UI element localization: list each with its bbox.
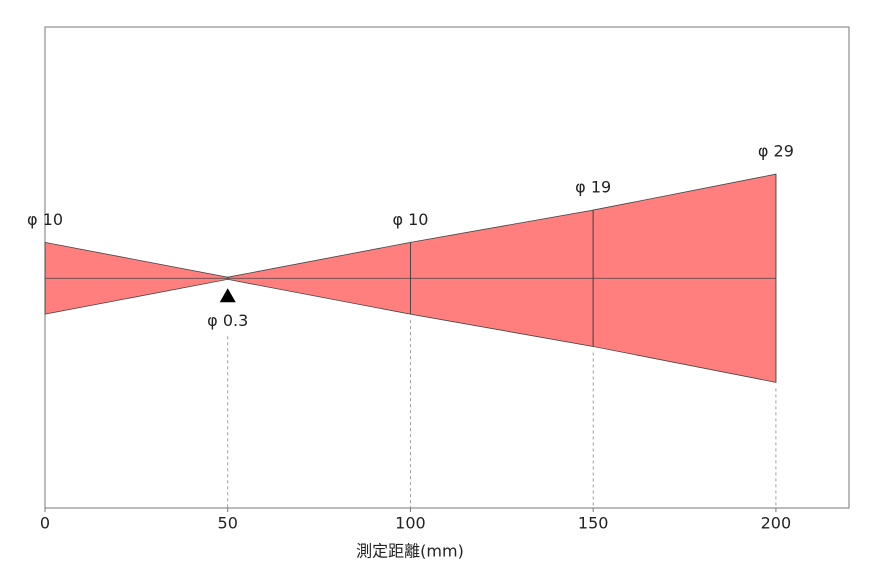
x-tick-label: 200 bbox=[761, 514, 792, 533]
x-axis-label: 測定距離(mm) bbox=[356, 542, 464, 561]
focus-marker bbox=[219, 288, 236, 303]
value-label: φ 29 bbox=[758, 142, 794, 161]
x-tick-label: 0 bbox=[40, 514, 50, 533]
x-tick-label: 150 bbox=[578, 514, 609, 533]
value-label: φ 10 bbox=[27, 210, 63, 229]
x-tick-label: 100 bbox=[395, 514, 426, 533]
value-label: φ 10 bbox=[392, 210, 428, 229]
x-tick-label: 50 bbox=[218, 514, 238, 533]
value-label: φ 0.3 bbox=[207, 311, 248, 330]
value-label: φ 19 bbox=[575, 178, 611, 197]
